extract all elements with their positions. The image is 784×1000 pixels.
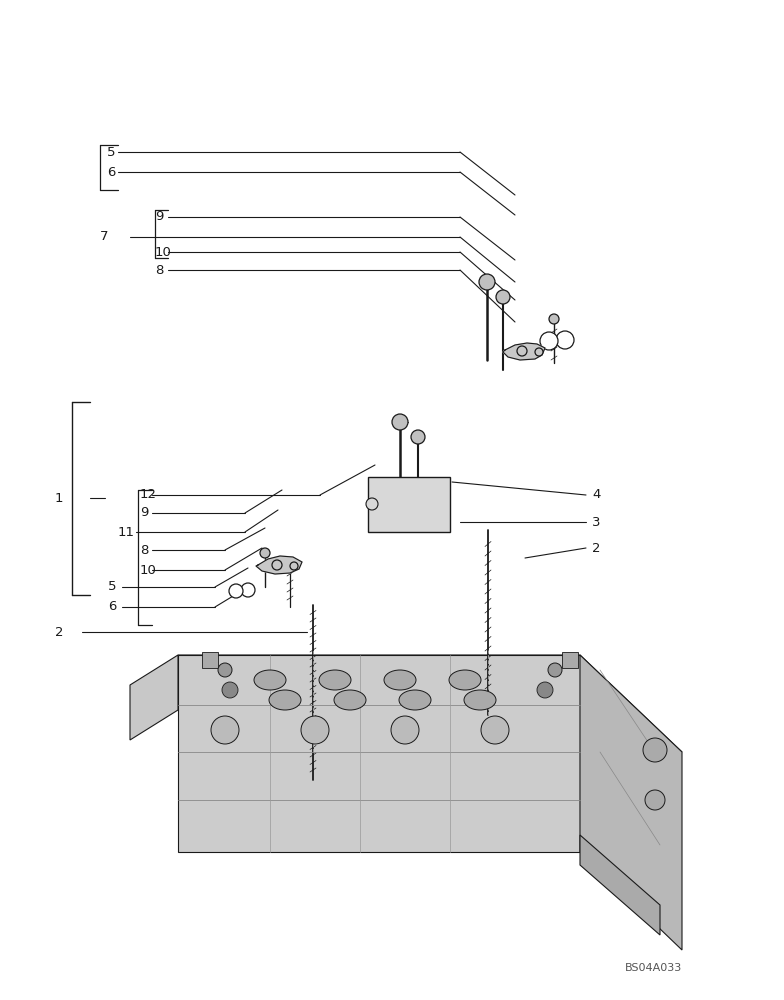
- Text: 9: 9: [140, 506, 148, 520]
- Text: 2: 2: [592, 542, 601, 554]
- Text: 2: 2: [55, 626, 64, 639]
- Bar: [562, 652, 578, 668]
- Ellipse shape: [399, 690, 431, 710]
- Text: BS04A033: BS04A033: [625, 963, 682, 973]
- Text: 5: 5: [108, 580, 117, 593]
- Polygon shape: [503, 343, 545, 360]
- Polygon shape: [580, 835, 660, 935]
- Ellipse shape: [384, 670, 416, 690]
- Circle shape: [229, 584, 243, 598]
- Circle shape: [222, 682, 238, 698]
- Circle shape: [540, 332, 558, 350]
- Text: 6: 6: [107, 165, 115, 178]
- Circle shape: [556, 331, 574, 349]
- Text: 11: 11: [118, 526, 135, 538]
- Polygon shape: [178, 655, 580, 852]
- Circle shape: [290, 562, 298, 570]
- Text: 12: 12: [140, 488, 157, 502]
- Text: 1: 1: [55, 491, 64, 504]
- Circle shape: [535, 348, 543, 356]
- Circle shape: [481, 716, 509, 744]
- Text: 10: 10: [155, 245, 172, 258]
- Circle shape: [241, 583, 255, 597]
- Text: 3: 3: [592, 516, 601, 528]
- Circle shape: [549, 314, 559, 324]
- Ellipse shape: [449, 670, 481, 690]
- Polygon shape: [130, 655, 178, 740]
- Polygon shape: [256, 556, 302, 574]
- Text: 9: 9: [155, 211, 163, 224]
- Circle shape: [537, 682, 553, 698]
- Text: 10: 10: [140, 564, 157, 576]
- Circle shape: [548, 663, 562, 677]
- Circle shape: [218, 663, 232, 677]
- Circle shape: [645, 790, 665, 810]
- Ellipse shape: [269, 690, 301, 710]
- Circle shape: [211, 716, 239, 744]
- Bar: [202, 652, 218, 668]
- Text: 8: 8: [155, 263, 163, 276]
- Ellipse shape: [319, 670, 351, 690]
- Circle shape: [391, 716, 419, 744]
- Text: 5: 5: [107, 145, 115, 158]
- Circle shape: [411, 430, 425, 444]
- Circle shape: [272, 560, 282, 570]
- Ellipse shape: [464, 690, 496, 710]
- Text: 6: 6: [108, 600, 116, 613]
- Text: 7: 7: [100, 231, 108, 243]
- Ellipse shape: [334, 690, 366, 710]
- Bar: [368, 477, 450, 532]
- Circle shape: [392, 414, 408, 430]
- Circle shape: [496, 290, 510, 304]
- Circle shape: [479, 274, 495, 290]
- Circle shape: [366, 498, 378, 510]
- Polygon shape: [580, 655, 682, 950]
- Text: 8: 8: [140, 544, 148, 556]
- Circle shape: [643, 738, 667, 762]
- Ellipse shape: [254, 670, 286, 690]
- Polygon shape: [178, 655, 682, 752]
- Text: 4: 4: [592, 488, 601, 502]
- Circle shape: [301, 716, 329, 744]
- Circle shape: [517, 346, 527, 356]
- Circle shape: [260, 548, 270, 558]
